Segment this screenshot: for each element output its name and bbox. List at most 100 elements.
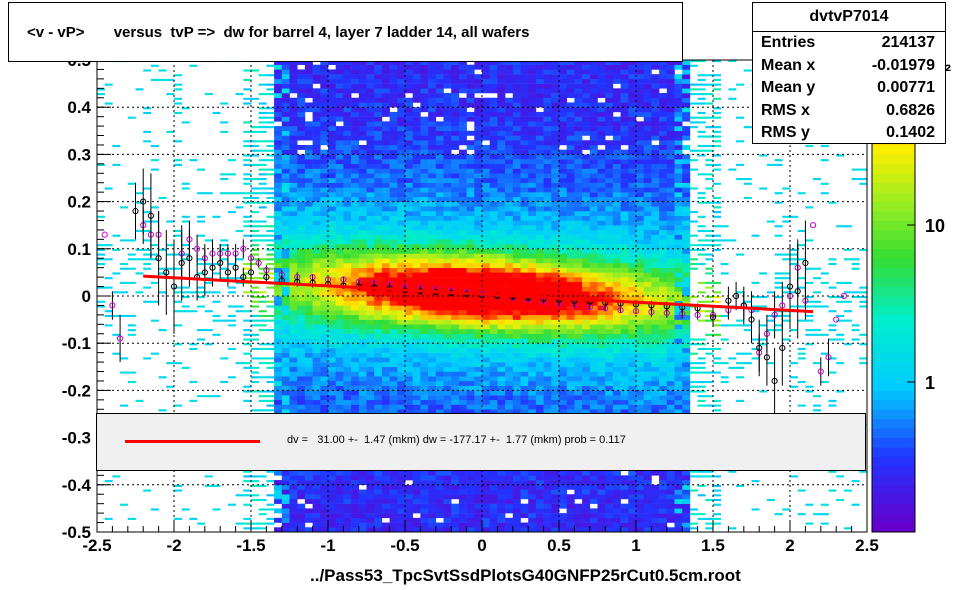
heat-cell <box>328 513 336 519</box>
heat-cell <box>528 78 537 84</box>
heat-cell <box>443 206 452 212</box>
heat-cell <box>543 338 552 344</box>
heat-cell <box>281 111 290 117</box>
heat-cell <box>520 93 529 98</box>
heat-cell <box>366 484 375 490</box>
heat-cell <box>289 277 298 283</box>
heat-cell <box>381 168 390 174</box>
heat-cell <box>466 173 475 179</box>
heat-cell <box>274 338 283 344</box>
heat-cell <box>297 305 306 311</box>
heat-cell <box>574 159 583 165</box>
heat-cell <box>543 126 552 132</box>
heat-cell <box>520 83 529 89</box>
heat-cell <box>551 300 560 306</box>
heat-cell <box>397 503 406 509</box>
heat-cell <box>489 60 498 65</box>
heat-cell <box>381 102 390 108</box>
heat-cell <box>251 484 259 487</box>
heat-cell <box>543 239 552 245</box>
heat-cell <box>535 338 544 344</box>
heat-cell <box>166 267 175 270</box>
heat-cell <box>466 513 475 519</box>
heat-cell <box>543 192 552 198</box>
heat-cell <box>428 159 437 165</box>
heat-cell <box>543 116 552 122</box>
heat-cell <box>174 159 182 162</box>
heat-cell <box>197 192 206 195</box>
heat-cell <box>266 192 275 195</box>
heat-cell <box>320 366 329 372</box>
heat-cell <box>428 116 437 122</box>
heat-cell <box>535 111 544 117</box>
heat-cell <box>559 107 567 113</box>
heat-cell <box>497 163 506 169</box>
heat-cell <box>566 130 575 136</box>
heat-cell <box>274 83 283 89</box>
heat-cell <box>405 310 413 316</box>
heat-cell <box>258 126 267 129</box>
heat-cell <box>274 300 283 306</box>
heat-cell <box>574 107 583 113</box>
heat-cell <box>489 296 498 301</box>
heat-cell <box>466 300 475 306</box>
heat-cell <box>266 168 275 171</box>
heat-cell <box>97 300 105 303</box>
heat-cell <box>235 277 244 280</box>
heat-cell <box>328 111 336 117</box>
heat-cell <box>281 305 290 311</box>
heat-cell <box>420 78 429 84</box>
heat-cell <box>389 399 398 405</box>
heat-cell <box>351 234 360 240</box>
heat-cell <box>535 503 544 509</box>
heat-cell <box>574 404 583 410</box>
heat-cell <box>335 395 344 401</box>
heat-cell <box>312 159 321 165</box>
heat-cell <box>335 116 344 122</box>
heat-cell <box>381 130 390 136</box>
heat-cell <box>597 310 606 316</box>
heat-cell <box>343 343 352 349</box>
heat-cell <box>289 338 298 344</box>
heat-cell <box>397 163 406 169</box>
heat-cell <box>582 522 591 528</box>
heat-cell <box>482 494 490 500</box>
heat-cell <box>474 385 483 391</box>
heat-cell <box>351 300 360 306</box>
heat-cell <box>505 352 514 358</box>
heat-cell <box>528 399 537 405</box>
heat-cell <box>297 258 306 264</box>
heat-cell <box>412 272 421 278</box>
heat-cell <box>281 225 290 231</box>
heat-cell <box>358 409 367 415</box>
heat-cell <box>405 319 413 325</box>
heat-cell <box>458 277 467 283</box>
heat-cell <box>381 380 390 386</box>
heat-cell <box>328 149 336 155</box>
heat-cell <box>597 404 606 410</box>
heat-cell <box>428 357 437 363</box>
heat-cell <box>358 352 367 358</box>
heat-cell <box>551 88 560 94</box>
heat-cell <box>405 352 413 358</box>
heat-cell <box>620 409 629 415</box>
heat-cell <box>366 88 375 94</box>
heat-cell <box>435 527 444 532</box>
heat-cell <box>304 475 313 481</box>
heat-cell <box>274 126 283 132</box>
heat-cell <box>505 78 514 84</box>
heat-cell <box>582 159 591 165</box>
heat-cell <box>443 494 452 500</box>
heat-cell <box>543 314 552 320</box>
heat-cell <box>474 182 483 188</box>
heat-cell <box>474 503 483 509</box>
heat-cell <box>143 229 152 233</box>
heat-cell <box>458 480 467 486</box>
heat-cell <box>512 494 521 500</box>
heat-cell <box>489 503 498 509</box>
heat-cell <box>435 319 444 325</box>
heat-cell <box>566 399 575 405</box>
heat-cell <box>489 314 498 320</box>
heat-cell <box>474 187 483 193</box>
heat-cell <box>482 385 490 391</box>
